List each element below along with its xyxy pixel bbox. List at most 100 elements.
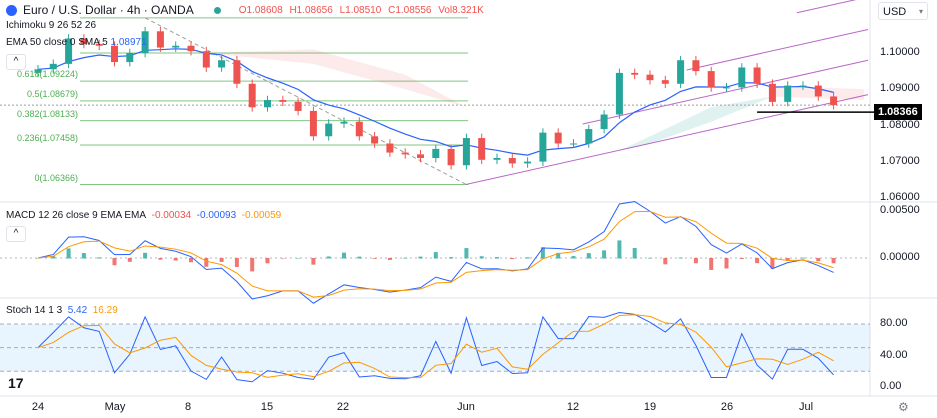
macd-histogram-bar xyxy=(648,257,652,259)
chevron-down-icon: ▾ xyxy=(918,7,923,16)
macd-histogram-bar xyxy=(189,258,193,263)
high-value: H1.08656 xyxy=(289,4,333,16)
ichimoku-cloud-bull xyxy=(619,96,773,151)
candle-body xyxy=(784,85,792,102)
collapse-macd-button[interactable]: ^ xyxy=(6,226,26,242)
pitchfork-channel-line xyxy=(582,59,869,125)
candle-body xyxy=(187,45,195,52)
stoch-label: Stoch 14 1 3 xyxy=(6,305,63,316)
fib-label-0: 0(1.06366) xyxy=(34,173,78,183)
candle-body xyxy=(202,51,210,68)
candle-body xyxy=(646,74,654,81)
candle-body xyxy=(478,138,486,160)
candle-body xyxy=(355,121,363,137)
candle-body xyxy=(585,129,593,144)
candle-body xyxy=(539,132,547,162)
candle-body xyxy=(661,80,669,84)
time-tick: 19 xyxy=(643,401,657,413)
macd-histogram-bar xyxy=(586,253,591,259)
macd-histogram-bar xyxy=(418,256,423,259)
tradingview-logo[interactable]: 17 xyxy=(8,375,24,391)
time-tick: 15 xyxy=(260,401,274,413)
candle-body xyxy=(677,60,685,84)
candle-body xyxy=(340,121,348,124)
macd-histogram-bar xyxy=(693,258,698,264)
time-tick: May xyxy=(104,401,126,413)
macd-histogram-bar xyxy=(663,258,668,265)
candle-body xyxy=(707,71,715,88)
candle-body xyxy=(386,143,394,153)
currency-select[interactable]: USD ▾ xyxy=(878,2,928,20)
low-value: L1.08510 xyxy=(339,4,382,16)
candle-body xyxy=(401,152,409,155)
macd-histogram-bar xyxy=(127,258,132,262)
ichimoku-cloud-bear xyxy=(206,49,467,108)
macd-signal-line xyxy=(37,210,834,298)
candle-body xyxy=(524,161,532,164)
macd-histogram-bar xyxy=(387,258,392,261)
macd-histogram-bar xyxy=(632,247,637,259)
macd-histogram-bar xyxy=(464,248,469,259)
candle-body xyxy=(417,154,424,158)
macd-histogram-bar xyxy=(433,252,438,259)
macd-histogram-bar xyxy=(112,258,117,266)
candle-body xyxy=(49,63,57,70)
macd-histogram-bar xyxy=(801,257,805,259)
stoch-tick: 0.00 xyxy=(880,380,902,392)
macd-histogram-bar xyxy=(51,256,56,259)
pitchfork-channel-line xyxy=(796,0,857,14)
price-tick: 1.08000 xyxy=(880,119,920,131)
time-tick: 24 xyxy=(31,401,45,413)
macd-histogram-bar xyxy=(495,257,499,259)
macd-tick: 0.00500 xyxy=(880,204,920,216)
stoch-legend[interactable]: Stoch 14 1 3 5.42 16.29 xyxy=(6,305,118,316)
macd-histogram-bar xyxy=(372,258,377,259)
close-value: C1.08556 xyxy=(388,4,432,16)
macd-histogram-bar xyxy=(97,257,102,259)
macd-histogram-bar xyxy=(81,253,86,259)
macd-histogram-bar xyxy=(326,256,331,259)
macd-histogram-bar xyxy=(66,248,71,259)
fib-label-0236: 0.236(1.07458) xyxy=(16,133,78,143)
collapse-legend-button[interactable]: ^ xyxy=(6,54,26,70)
candle-body xyxy=(508,157,516,164)
time-tick: 26 xyxy=(720,401,734,413)
fib-label-0618: 0.618(1.09224) xyxy=(16,69,78,79)
macd-histogram-bar xyxy=(36,258,40,259)
price-tick: 1.07000 xyxy=(880,155,920,167)
candle-body xyxy=(65,38,73,64)
candle-body xyxy=(126,53,134,63)
ema-legend[interactable]: EMA 50 close 0 SMA 5 1.08971 xyxy=(6,37,147,48)
candle-body xyxy=(570,143,577,145)
macd-signal-value: -0.00059 xyxy=(241,210,282,221)
ohlc-values: O1.08608 H1.08656 L1.08510 C1.08556 Vol8… xyxy=(239,5,488,16)
symbol-header: Euro / U.S. Dollar · 4h · OANDA O1.08608… xyxy=(6,3,488,17)
ema-label: EMA 50 close 0 SMA 5 xyxy=(6,37,108,48)
macd-histogram-bar xyxy=(250,258,255,272)
candle-body xyxy=(172,45,180,48)
macd-histogram-bar xyxy=(296,257,301,259)
macd-legend[interactable]: MACD 12 26 close 9 EMA EMA -0.00034 -0.0… xyxy=(6,210,281,221)
fib-trend-line xyxy=(144,17,467,185)
price-tick: 1.09000 xyxy=(880,82,920,94)
candle-body xyxy=(248,83,256,108)
macd-hist-value: -0.00034 xyxy=(151,210,192,221)
ema-line xyxy=(37,48,834,156)
candle-body xyxy=(325,123,333,137)
macd-histogram-bar xyxy=(770,258,775,269)
candle-body xyxy=(95,43,103,46)
ichimoku-legend[interactable]: Ichimoku 9 26 52 26 xyxy=(6,20,97,31)
candle-body xyxy=(156,31,164,48)
settings-gear-icon[interactable]: ⚙ xyxy=(898,400,909,414)
macd-histogram-bar xyxy=(724,258,729,269)
macd-histogram-bar xyxy=(525,257,530,259)
symbol-title[interactable]: Euro / U.S. Dollar · 4h · OANDA xyxy=(23,3,194,17)
candle-body xyxy=(631,72,639,75)
price-tick: 1.10000 xyxy=(880,46,920,58)
candle-body xyxy=(692,60,700,72)
macd-histogram-bar xyxy=(265,258,270,264)
stoch-k-line xyxy=(37,312,834,383)
market-open-icon xyxy=(213,6,221,14)
stoch-d-value: 16.29 xyxy=(92,305,118,316)
